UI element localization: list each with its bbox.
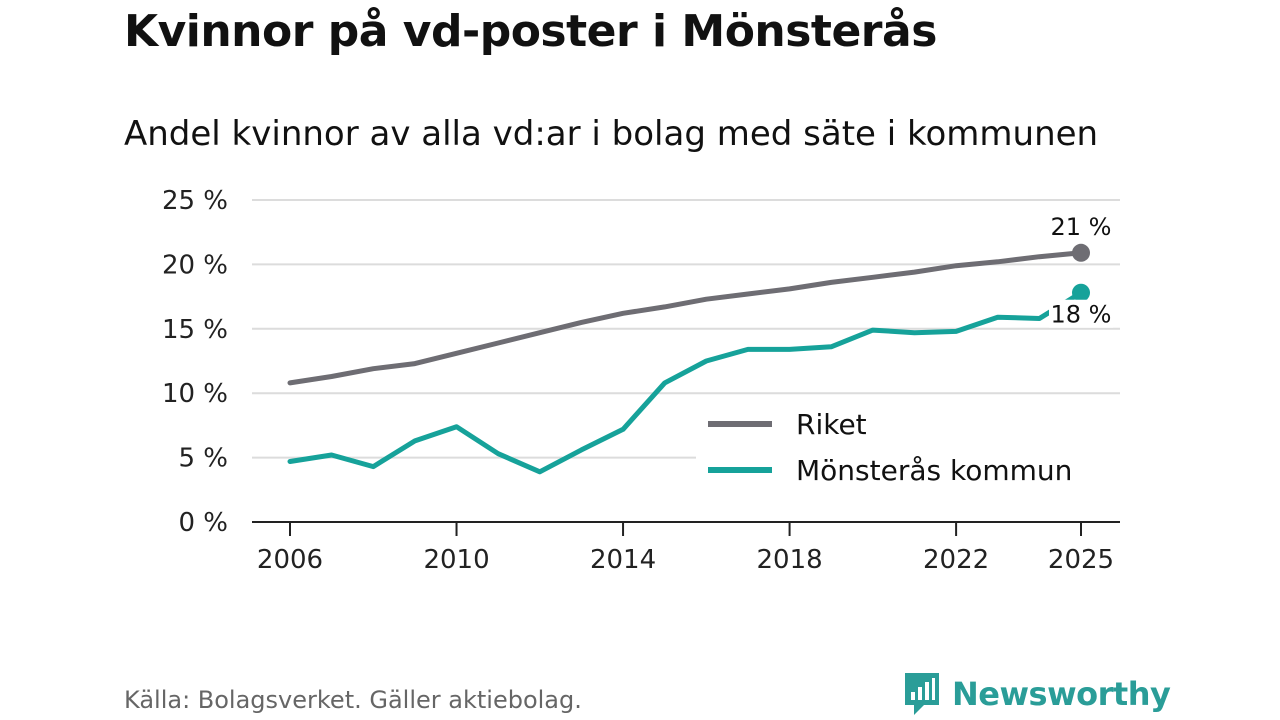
legend-item-kommun-label: Mönsterås kommun	[796, 454, 1072, 487]
legend-item-riket-label: Riket	[796, 408, 867, 441]
x-tick-label: 2025	[1048, 545, 1114, 575]
chart-subtitle: Andel kvinnor av alla vd:ar i bolag med …	[124, 114, 1099, 154]
y-tick-label: 0 %	[178, 508, 228, 538]
series-line-kommun	[287, 290, 1084, 475]
chart-title: Kvinnor på vd-poster i Mönsterås	[124, 6, 937, 57]
source-note: Källa: Bolagsverket. Gäller aktiebolag.	[124, 686, 582, 714]
x-tick-label: 2010	[423, 545, 489, 575]
series-lines	[287, 243, 1090, 475]
end-label-kommun-background	[1049, 299, 1113, 328]
brand: Newsworthy	[902, 670, 1171, 718]
y-tick-label: 15 %	[162, 315, 228, 345]
end-marker-riket	[1072, 243, 1090, 262]
x-tick-label: 2006	[257, 545, 323, 575]
end-labels: 21 % 18 %	[1049, 213, 1113, 329]
end-label-riket: 21 %	[1051, 213, 1112, 241]
x-tick-label: 2014	[590, 545, 656, 575]
axes: 0 % 5 % 10 % 15 % 20 % 25 % 2006 2010 2014 2018 20…	[162, 186, 1120, 575]
newsworthy-logo-icon	[905, 673, 939, 715]
end-label-kommun: 18 %	[1051, 301, 1112, 329]
x-tick-label: 2018	[756, 545, 822, 575]
legend-background	[696, 402, 1120, 498]
brand-name: Newsworthy	[952, 675, 1171, 713]
legend: Riket Mönsterås kommun	[696, 402, 1120, 498]
x-tick-label: 2022	[923, 545, 989, 575]
y-tick-label: 20 %	[162, 250, 228, 280]
y-tick-label: 5 %	[178, 444, 228, 474]
y-tick-label: 25 %	[162, 186, 228, 216]
end-marker-kommun	[1072, 283, 1090, 302]
y-tick-label: 10 %	[162, 379, 228, 409]
series-line-riket	[287, 250, 1084, 386]
